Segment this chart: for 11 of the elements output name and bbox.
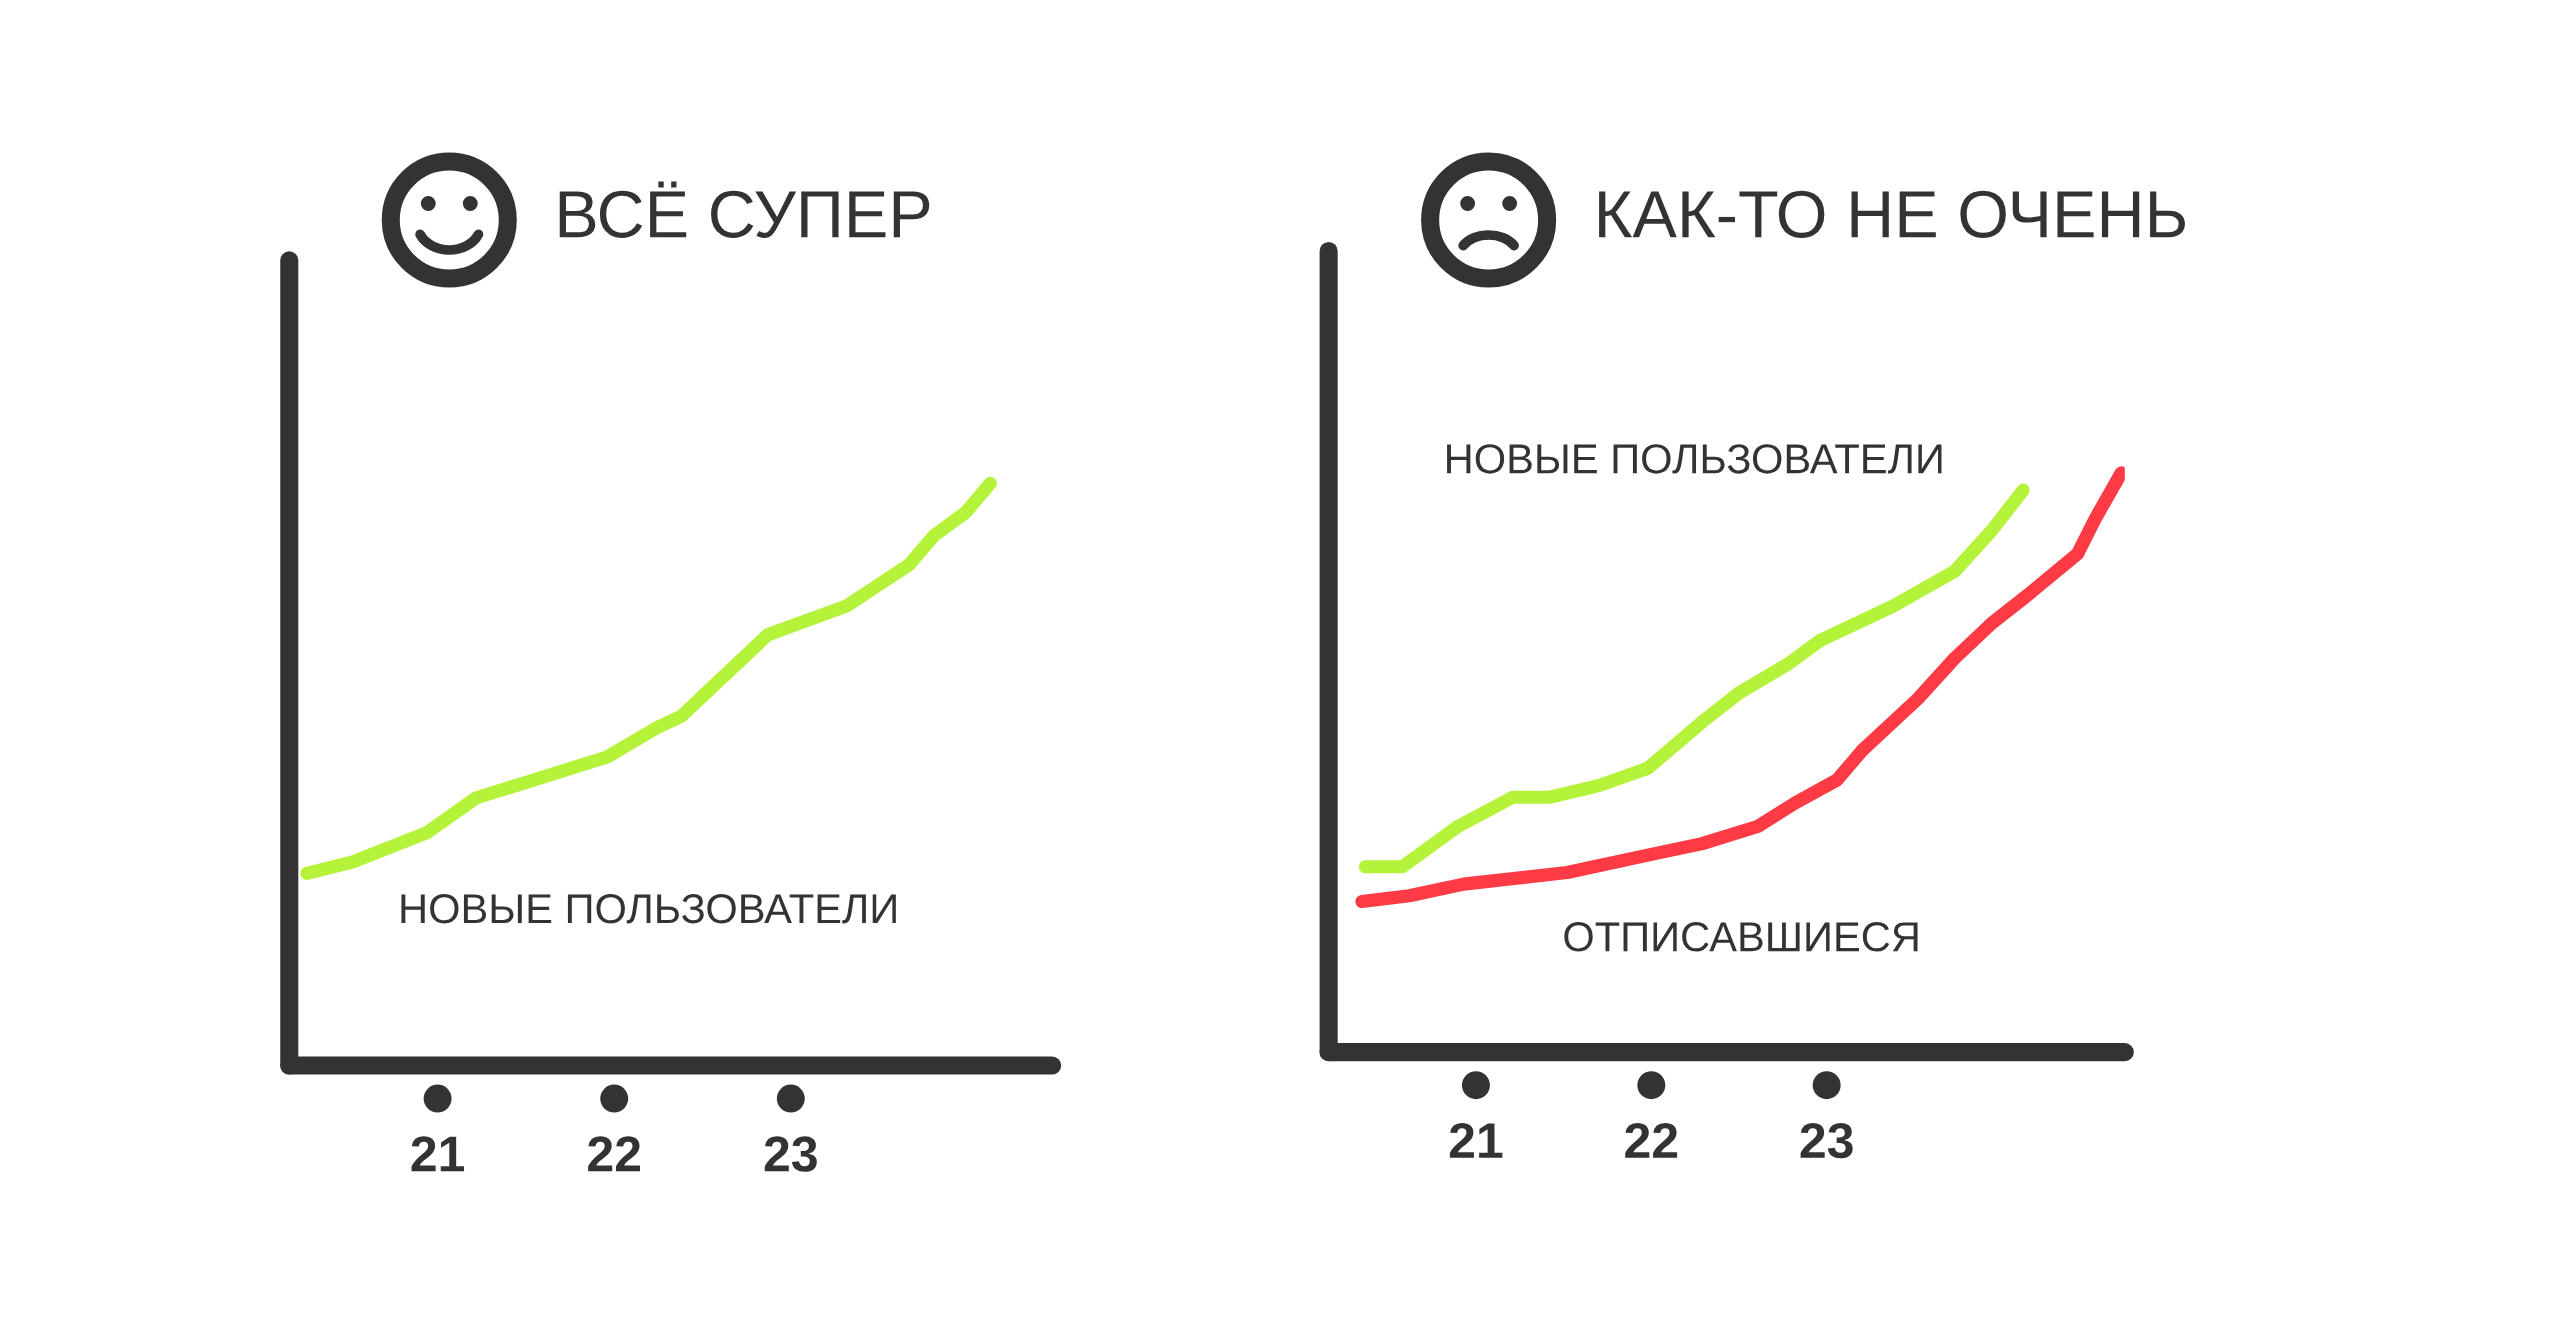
series-label: ОТПИСАВШИЕСЯ [1564, 922, 1918, 952]
chart-title: ВСЁ СУПЕР [559, 181, 930, 238]
x-tick-label: 21 [411, 1136, 465, 1172]
x-tick-label: 23 [764, 1136, 817, 1172]
series-label: НОВЫЕ ПОЛЬЗОВАТЕЛИ [1447, 444, 1942, 474]
x-tick-label: 23 [1800, 1122, 1853, 1159]
x-tick-label: 22 [1625, 1122, 1678, 1158]
series-label: НОВЫЕ ПОЛЬЗОВАТЕЛИ [401, 893, 896, 924]
chart-title: КАК-ТО НЕ ОЧЕНЬ [1599, 190, 2185, 238]
x-tick-label: 21 [1449, 1122, 1503, 1158]
x-tick-label: 22 [588, 1136, 641, 1172]
